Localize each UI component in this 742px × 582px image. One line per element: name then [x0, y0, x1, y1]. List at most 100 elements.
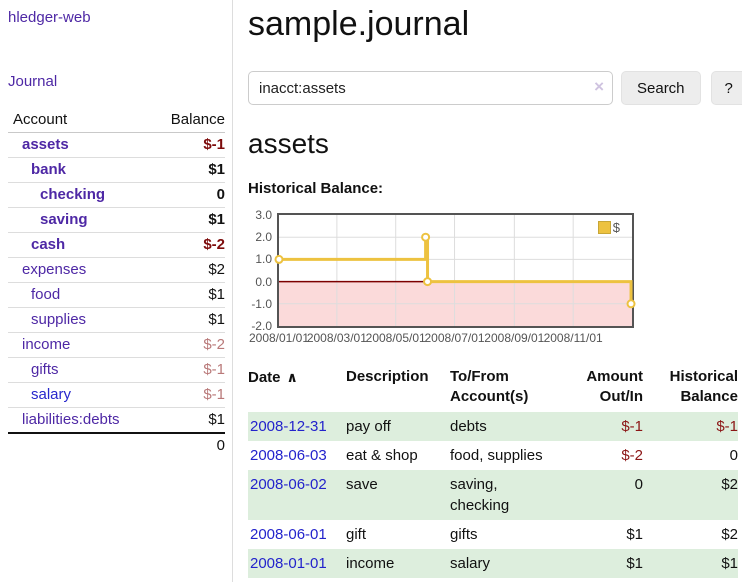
account-row: expenses $2	[8, 257, 225, 283]
register-date-cell[interactable]: 2008-06-02	[248, 470, 346, 520]
register-header-amount: Amount Out/In	[586, 368, 643, 405]
account-row: liabilities:debts $1	[8, 407, 225, 433]
clear-search-icon[interactable]: ×	[594, 77, 604, 96]
account-link[interactable]: income	[22, 336, 71, 353]
y-axis-tick-label: -2.0	[251, 319, 272, 333]
x-axis-tick-label: 2008/09/01	[484, 331, 545, 345]
account-balance: $1	[149, 207, 225, 233]
register-amount-cell: 0	[634, 476, 643, 493]
account-row: food $1	[8, 282, 225, 308]
x-axis-tick-label: 2008/01/01	[248, 331, 310, 345]
register-table-body: 2008-12-31 pay off debts $-1 $-1 2008-06-03 ea…	[248, 412, 738, 578]
transaction-date-link[interactable]: 2008-06-01	[250, 526, 327, 543]
account-link[interactable]: food	[31, 286, 61, 303]
register-date-cell[interactable]: 2008-12-31	[248, 412, 346, 441]
account-balance: $1	[149, 407, 225, 433]
chart-canvas	[274, 215, 636, 326]
transaction-date-link[interactable]: 2008-06-03	[250, 447, 327, 464]
account-row: assets $-1	[8, 133, 225, 158]
register-accounts-cell: saving, checking	[450, 476, 510, 514]
main-content: sample.journal × Search ? assets Histori…	[233, 0, 742, 582]
register-accounts-cell: salary	[450, 555, 491, 572]
transaction-date-link[interactable]: 2008-01-01	[250, 555, 327, 572]
account-balance: $-1	[203, 136, 225, 153]
account-balance: $-1	[149, 382, 225, 408]
accounts-table: Account Balance assets $-1 bank $1 checking 0…	[8, 108, 225, 458]
register-row: 2008-06-01 gift gifts $1 $2	[248, 520, 738, 549]
register-balance-cell: $-1	[716, 418, 738, 435]
register-date-cell[interactable]: 2008-01-01	[248, 549, 346, 578]
account-row: cash $-2	[8, 232, 225, 258]
register-balance-cell: $2	[721, 526, 738, 543]
register-row: 2008-06-03 eat & shop food, supplies $-2 0	[248, 441, 738, 470]
register-description-cell: gift	[346, 526, 367, 543]
register-date-cell[interactable]: 2008-06-01	[248, 520, 346, 549]
account-link[interactable]: salary	[31, 386, 72, 403]
legend-swatch-icon	[597, 221, 611, 234]
accounts-header-balance: Balance	[149, 108, 225, 133]
account-link[interactable]: checking	[40, 186, 106, 203]
register-description-cell: eat & shop	[346, 447, 418, 464]
y-axis-tick-label: 1.0	[255, 252, 272, 267]
account-balance: $-2	[149, 332, 225, 358]
search-button[interactable]: Search	[621, 71, 701, 105]
y-axis-tick-label: 0.0	[255, 274, 272, 289]
register-balance-cell: 0	[729, 447, 738, 464]
account-link[interactable]: bank	[31, 161, 67, 178]
register-description-cell: save	[346, 476, 378, 493]
register-amount-cell: $1	[626, 555, 643, 572]
search-input-wrap: ×	[248, 71, 613, 105]
accounts-header-account: Account	[8, 108, 150, 133]
transaction-date-link[interactable]: 2008-06-02	[250, 476, 327, 493]
account-link[interactable]: assets	[22, 136, 69, 153]
account-link[interactable]: cash	[31, 236, 66, 253]
register-date-cell[interactable]: 2008-06-03	[248, 441, 346, 470]
y-axis-tick-label: -1.0	[251, 296, 272, 311]
account-balance: $-1	[149, 357, 225, 383]
register-description-cell: income	[346, 555, 395, 572]
account-link[interactable]: liabilities:debts	[22, 411, 120, 428]
account-balance: $1	[149, 282, 225, 308]
chart-legend: $	[597, 220, 620, 235]
chart-caption: Historical Balance:	[248, 180, 384, 197]
register-amount-cell: $1	[626, 526, 643, 543]
register-row: 2008-06-02 save saving, checking 0 $2	[248, 470, 738, 520]
x-axis-tick-label: 2008/05/01	[365, 331, 426, 345]
register-balance-cell: $2	[721, 476, 738, 493]
account-row: bank $1	[8, 157, 225, 183]
accounts-total-value: 0	[149, 432, 225, 458]
chart-plot-area[interactable]: $	[274, 213, 636, 328]
account-row: gifts $-1	[8, 357, 225, 383]
balance-chart: $ 3.0 2.0 1.0 0.0 -1.0 -2.0 2008/01/01 2008/03/…	[248, 208, 668, 347]
register-accounts-cell: debts	[450, 418, 487, 435]
register-description-cell: pay off	[346, 418, 391, 435]
register-accounts-cell: gifts	[450, 526, 478, 543]
accounts-header-row: Account Balance	[8, 108, 225, 133]
register-amount-cell: $-1	[621, 418, 643, 435]
account-balance: $1	[149, 157, 225, 183]
sidebar-item-journal[interactable]: Journal	[8, 73, 58, 90]
accounts-table-body: assets $-1 bank $1 checking 0 saving $1 cash $-2 e…	[8, 133, 225, 433]
page-title: sample.journal	[248, 5, 470, 43]
accounts-total-spacer	[8, 432, 150, 458]
app-title-link[interactable]: hledger-web	[8, 9, 91, 26]
x-axis-tick-label: 2008/11/01	[543, 331, 603, 345]
account-balance: $2	[149, 257, 225, 283]
sort-ascending-icon: ∧	[286, 369, 298, 385]
search-input[interactable]	[248, 71, 613, 105]
register-header-accounts: To/From Account(s)	[450, 368, 529, 405]
account-link[interactable]: gifts	[31, 361, 59, 378]
account-link[interactable]: saving	[40, 211, 88, 228]
account-row: income $-2	[8, 332, 225, 358]
y-axis-tick-label: 3.0	[255, 208, 272, 222]
account-link[interactable]: supplies	[31, 311, 87, 328]
legend-label: $	[612, 220, 620, 235]
account-link[interactable]: expenses	[22, 261, 87, 278]
help-button[interactable]: ?	[710, 71, 742, 105]
register-table: Date ∧ Description To/From Account(s) Amo…	[248, 367, 738, 578]
register-header-row: Date ∧ Description To/From Account(s) Amo…	[248, 367, 738, 412]
transaction-date-link[interactable]: 2008-12-31	[250, 418, 327, 435]
register-header-description: Description	[346, 368, 429, 385]
account-row: checking 0	[8, 182, 225, 208]
register-header-date: Date ∧	[248, 369, 298, 386]
